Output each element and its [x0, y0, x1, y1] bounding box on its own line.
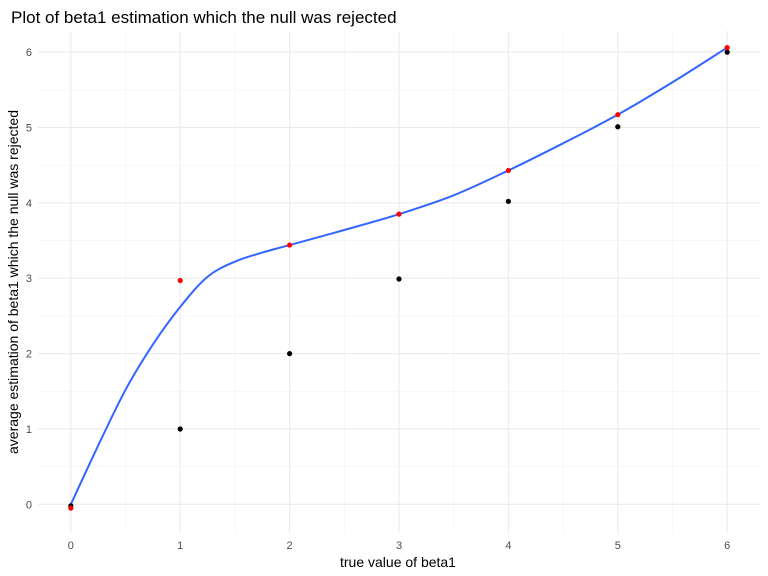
data-point — [396, 276, 401, 281]
y-tick-label: 0 — [26, 499, 32, 511]
x-tick-label: 3 — [396, 540, 402, 552]
y-tick-label: 6 — [26, 47, 32, 59]
y-axis-title: average estimation of beta1 which the nu… — [5, 110, 21, 454]
y-tick-label: 4 — [26, 198, 32, 210]
data-point — [615, 112, 620, 117]
data-point — [615, 124, 620, 129]
x-tick-label: 0 — [68, 540, 74, 552]
y-tick-label: 5 — [26, 122, 32, 134]
x-tick-label: 2 — [287, 540, 293, 552]
x-tick-label: 6 — [724, 540, 730, 552]
data-point — [287, 351, 292, 356]
x-tick-labels: 0 1 2 3 4 5 6 — [68, 540, 730, 552]
data-point — [396, 212, 401, 217]
y-tick-labels: 0 1 2 3 4 5 6 — [26, 47, 32, 511]
data-point — [725, 45, 730, 50]
data-point — [506, 199, 511, 204]
data-point — [287, 242, 292, 247]
x-axis-title: true value of beta1 — [340, 554, 456, 570]
chart-title: Plot of beta1 estimation which the null … — [11, 8, 397, 27]
data-point — [178, 278, 183, 283]
y-tick-label: 3 — [26, 273, 32, 285]
y-tick-label: 2 — [26, 349, 32, 361]
data-point — [178, 426, 183, 431]
x-tick-label: 1 — [177, 540, 183, 552]
y-tick-label: 1 — [26, 424, 32, 436]
data-point — [68, 506, 73, 511]
x-tick-label: 5 — [615, 540, 621, 552]
major-grid — [38, 31, 760, 533]
data-point — [506, 168, 511, 173]
data-point — [725, 50, 730, 55]
x-tick-label: 4 — [505, 540, 511, 552]
